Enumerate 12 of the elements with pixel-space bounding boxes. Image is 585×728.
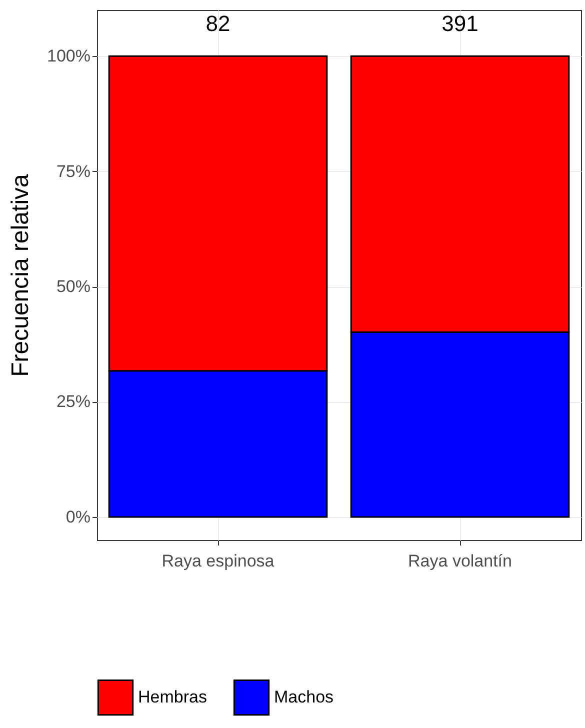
legend-label: Machos — [274, 688, 334, 707]
legend-label: Hembras — [138, 688, 207, 707]
y-tick-label: 75% — [56, 162, 90, 181]
y-tick-label: 25% — [56, 392, 90, 412]
x-tick-label: Raya espinosa — [162, 552, 275, 570]
y-tick-label: 0% — [66, 507, 90, 526]
y-tick-label: 50% — [56, 277, 90, 296]
y-tick-label: 100% — [47, 46, 90, 66]
annotation: 391 — [442, 11, 478, 36]
annotation: 82 — [206, 11, 230, 36]
x-tick-label: Raya volantín — [408, 552, 512, 570]
y-axis-title: Frecuencia relativa — [7, 173, 34, 377]
